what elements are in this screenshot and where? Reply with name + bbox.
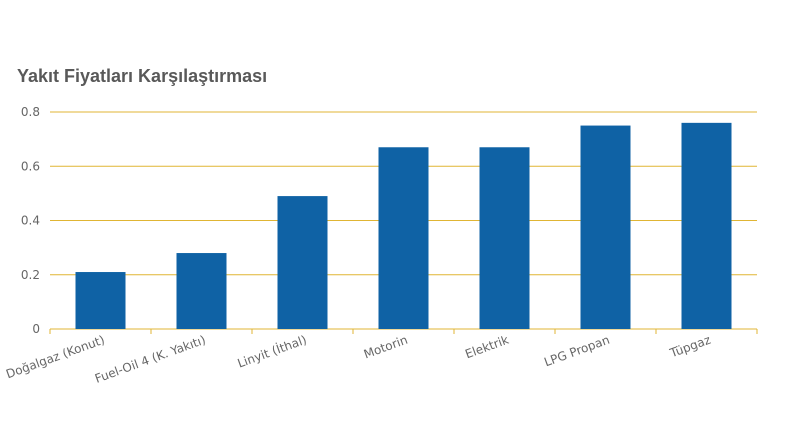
- x-category-label: Tüpgaz: [667, 333, 712, 361]
- bar: [176, 253, 227, 329]
- x-category-label: Fuel-Oil 4 (K. Yakıtı): [93, 333, 208, 386]
- x-category-label: Elektrik: [463, 333, 510, 362]
- y-tick-label: 0.4: [21, 214, 40, 228]
- bar: [681, 122, 732, 329]
- y-tick-label: 0.6: [21, 159, 40, 173]
- y-axis-tick-labels: 0 0.2 0.4 0.6 0.8: [21, 105, 40, 336]
- bar: [580, 125, 631, 329]
- x-category-label: Linyit (İthal): [235, 332, 308, 371]
- x-category-label: Motorin: [362, 333, 410, 362]
- x-category-label: Doğalgaz (Konut): [4, 333, 106, 382]
- chart-title: Yakıt Fiyatları Karşılaştırması: [17, 66, 268, 86]
- bar: [75, 272, 126, 329]
- x-axis-tick-marks: [49, 329, 758, 334]
- y-tick-label: 0: [32, 322, 40, 336]
- bar: [479, 147, 530, 329]
- x-axis-category-labels: Doğalgaz (Konut)Fuel-Oil 4 (K. Yakıtı) Li…: [4, 332, 712, 386]
- y-tick-label: 0.2: [21, 268, 40, 282]
- x-category-label: LPG Propan: [542, 333, 611, 370]
- bar: [378, 147, 429, 329]
- bars: [75, 122, 732, 329]
- bar: [277, 196, 328, 329]
- y-tick-label: 0.8: [21, 105, 40, 119]
